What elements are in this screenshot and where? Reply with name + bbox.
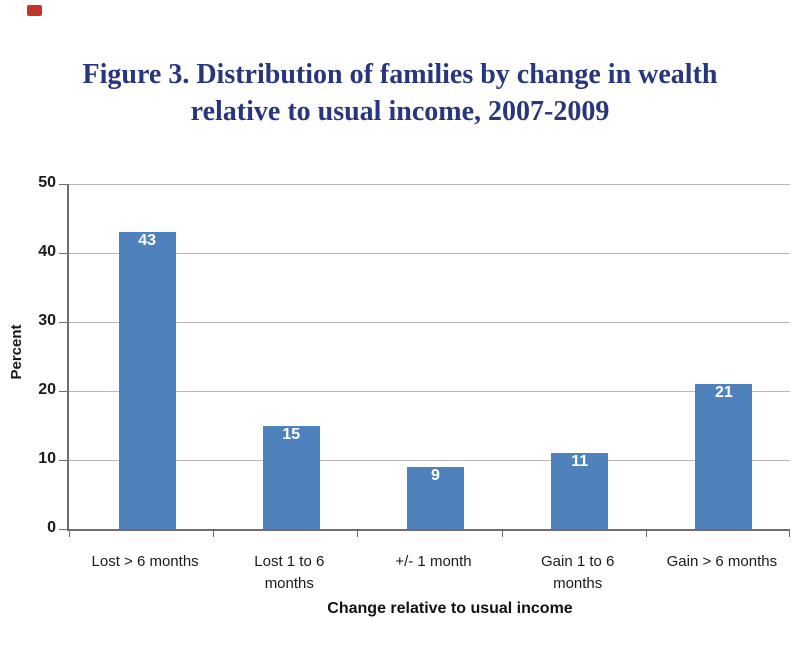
- x-tick-label: Lost > 6 months: [73, 551, 218, 573]
- bar-value-label: 11: [571, 453, 589, 471]
- x-tick-mark: [357, 531, 359, 537]
- figure-title: Figure 3. Distribution of families by ch…: [0, 56, 800, 130]
- y-tick-mark: [59, 322, 67, 323]
- y-tick-label: 10: [38, 450, 56, 467]
- x-tick-mark: [213, 531, 215, 537]
- x-tick-mark: [69, 531, 70, 537]
- x-tick-label-line: +/- 1 month: [395, 553, 472, 570]
- x-tick-label: +/- 1 month: [361, 551, 506, 573]
- figure-title-line-2: relative to usual income, 2007-2009: [190, 96, 610, 127]
- bar-value-label: 43: [138, 232, 156, 250]
- y-tick-label: 0: [47, 519, 56, 536]
- bar: 15: [262, 425, 320, 529]
- y-tick-mark: [59, 184, 67, 185]
- x-tick-label-line: months: [264, 575, 314, 592]
- bar: 21: [695, 384, 753, 529]
- bar-value-label: 21: [714, 384, 733, 402]
- y-tick-label: 50: [38, 174, 56, 191]
- x-tick-label: Gain > 6 months: [649, 551, 794, 573]
- bar: 9: [407, 466, 464, 529]
- y-tick-mark: [59, 460, 67, 461]
- gridline: [69, 253, 790, 254]
- x-tick-mark: [789, 531, 790, 537]
- y-tick-label: 20: [38, 381, 56, 398]
- figure-title-line-1: Figure 3. Distribution of families by ch…: [82, 59, 718, 90]
- x-axis-title: Change relative to usual income: [327, 600, 573, 617]
- gridline: [69, 322, 790, 323]
- bar-value-label: 15: [282, 425, 301, 443]
- x-tick-label: Gain 1 to 6 months: [505, 551, 650, 595]
- gridline: [69, 184, 790, 185]
- y-tick-mark: [59, 391, 67, 392]
- y-tick-label: 40: [38, 243, 56, 260]
- x-tick-mark: [501, 531, 503, 537]
- x-tick-label: Lost 1 to 6 months: [217, 551, 362, 595]
- x-tick-label-line: Gain > 6 months: [666, 553, 778, 570]
- x-tick-label-line: Lost > 6 months: [91, 553, 199, 570]
- x-tick-label-line: Gain 1 to 6: [540, 553, 615, 570]
- y-tick-label: 30: [38, 312, 56, 329]
- gridline: [69, 460, 790, 461]
- x-tick-mark: [645, 531, 647, 537]
- gridline: [69, 391, 790, 392]
- bar-value-label: 9: [431, 466, 440, 484]
- bar: 43: [118, 232, 176, 529]
- y-tick-mark: [59, 529, 67, 530]
- x-tick-label-line: Lost 1 to 6: [254, 553, 325, 570]
- plot-area: 43 15 9 11 21: [59, 184, 790, 537]
- x-tick-label-line: months: [553, 575, 603, 592]
- broken-image-icon: [27, 5, 42, 16]
- y-tick-mark: [59, 253, 67, 254]
- bar: 11: [551, 453, 609, 529]
